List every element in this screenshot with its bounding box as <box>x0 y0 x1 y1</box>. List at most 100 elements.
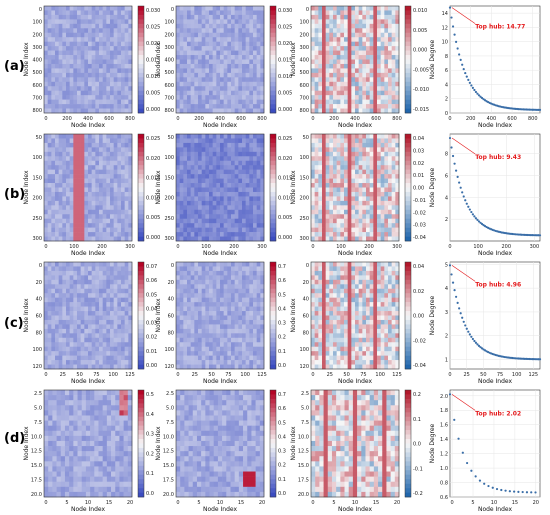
y-tick-label: 100 <box>32 20 42 26</box>
heatmap-cell <box>340 68 345 74</box>
heatmap-cell <box>110 236 114 242</box>
heatmap-cell <box>58 19 63 25</box>
colorbar-segment <box>138 191 144 197</box>
heatmap-cell <box>351 59 356 65</box>
heatmap-cell <box>113 160 118 166</box>
colorbar-segment <box>138 138 144 144</box>
heatmap-cell <box>212 297 217 303</box>
heatmap-cell <box>205 151 210 157</box>
heatmap-cell <box>336 63 341 69</box>
heatmap-cell <box>190 147 195 153</box>
heatmap-cell <box>245 99 250 105</box>
heatmap-cell <box>102 315 107 321</box>
heatmap-cell <box>351 169 356 175</box>
heatmap-cell <box>355 19 359 25</box>
heatmap-cell <box>388 104 392 109</box>
heatmap-cell <box>117 142 122 148</box>
heatmap-cell <box>373 108 378 114</box>
heatmap-cell <box>249 72 254 78</box>
heatmap-cell <box>176 151 180 157</box>
heatmap-cell <box>311 165 315 170</box>
heatmap-cell <box>69 223 74 228</box>
degree-point <box>451 154 455 158</box>
heatmap-cell <box>73 214 78 220</box>
heatmap-cell <box>66 232 70 237</box>
colorbar-segment <box>405 99 411 105</box>
heatmap-cell <box>44 306 48 312</box>
heatmap-cell <box>66 315 70 321</box>
heatmap-cell <box>209 72 213 78</box>
heatmap-cell <box>183 218 188 224</box>
heatmap-cell <box>58 72 63 78</box>
heatmap-cell <box>128 14 133 20</box>
heatmap-cell <box>73 319 78 325</box>
heatmap-cell <box>187 63 191 69</box>
heatmap-cell <box>91 360 96 365</box>
heatmap-cell <box>44 214 48 220</box>
heatmap-cell <box>249 50 254 56</box>
heatmap-cell <box>220 156 224 162</box>
heatmap-cell <box>318 218 323 224</box>
heatmap-cell <box>128 156 133 162</box>
heatmap-cell <box>355 37 359 42</box>
heatmap-cell <box>187 288 191 294</box>
heatmap-cell <box>329 50 334 56</box>
heatmap-cell <box>179 23 184 29</box>
colorbar-segment <box>270 178 276 184</box>
heatmap-cell <box>227 187 232 193</box>
heatmap-cell <box>322 183 326 188</box>
heatmap-cell <box>187 293 191 298</box>
heatmap-cell <box>395 14 400 20</box>
heatmap-cell <box>176 63 180 69</box>
colorbar-frame <box>137 133 145 242</box>
heatmap-cell <box>340 223 345 228</box>
heatmap-cell <box>88 19 92 25</box>
heatmap-cell <box>84 346 89 352</box>
heatmap-cell <box>369 178 374 184</box>
heatmap-cell <box>95 266 100 272</box>
heatmap-cell <box>366 156 370 162</box>
heatmap-cell <box>223 262 228 267</box>
heatmap-cell <box>69 355 74 361</box>
heatmap-cell <box>212 28 217 34</box>
heatmap-cell <box>183 32 188 38</box>
colorbar-segment <box>405 77 411 83</box>
heatmap-cell <box>110 337 114 343</box>
heatmap-cell <box>102 142 107 148</box>
heatmap-cell <box>220 160 224 166</box>
heatmap-cell <box>66 262 70 267</box>
heatmap-cell <box>358 134 363 139</box>
heatmap-cell <box>245 156 250 162</box>
x-tick-label: 0 <box>448 116 451 122</box>
heatmap-cell <box>351 183 356 188</box>
heatmap-cell <box>194 23 199 29</box>
heatmap-cell <box>223 337 228 343</box>
heatmap-cell <box>395 183 400 188</box>
heatmap-cell <box>117 333 122 339</box>
heatmap-cell <box>84 302 89 307</box>
heatmap-cell <box>190 227 195 233</box>
heatmap-cell <box>238 270 243 276</box>
heatmap-cell <box>333 196 337 202</box>
heatmap-cell <box>198 142 202 148</box>
colorbar-segment <box>405 151 411 157</box>
heatmap-cell <box>183 59 188 65</box>
heatmap-cell <box>256 306 261 312</box>
x-tick-label: 0 <box>311 244 314 250</box>
heatmap-cell <box>99 156 103 162</box>
heatmap-cell <box>194 328 199 334</box>
heatmap-cell <box>384 200 389 206</box>
colorbar-tick-label: 0.02 <box>146 335 157 341</box>
heatmap-cell <box>366 50 370 56</box>
heatmap-cell <box>380 90 385 96</box>
heatmap-frame <box>43 133 133 242</box>
heatmap-cell <box>249 86 254 92</box>
heatmap-cell <box>231 72 235 78</box>
heatmap-cell <box>110 306 114 312</box>
heatmap-cell <box>201 28 206 34</box>
heatmap-cell <box>113 68 118 74</box>
heatmap-cell <box>220 342 224 348</box>
heatmap-cell <box>322 187 326 193</box>
heatmap-cell <box>66 209 70 215</box>
